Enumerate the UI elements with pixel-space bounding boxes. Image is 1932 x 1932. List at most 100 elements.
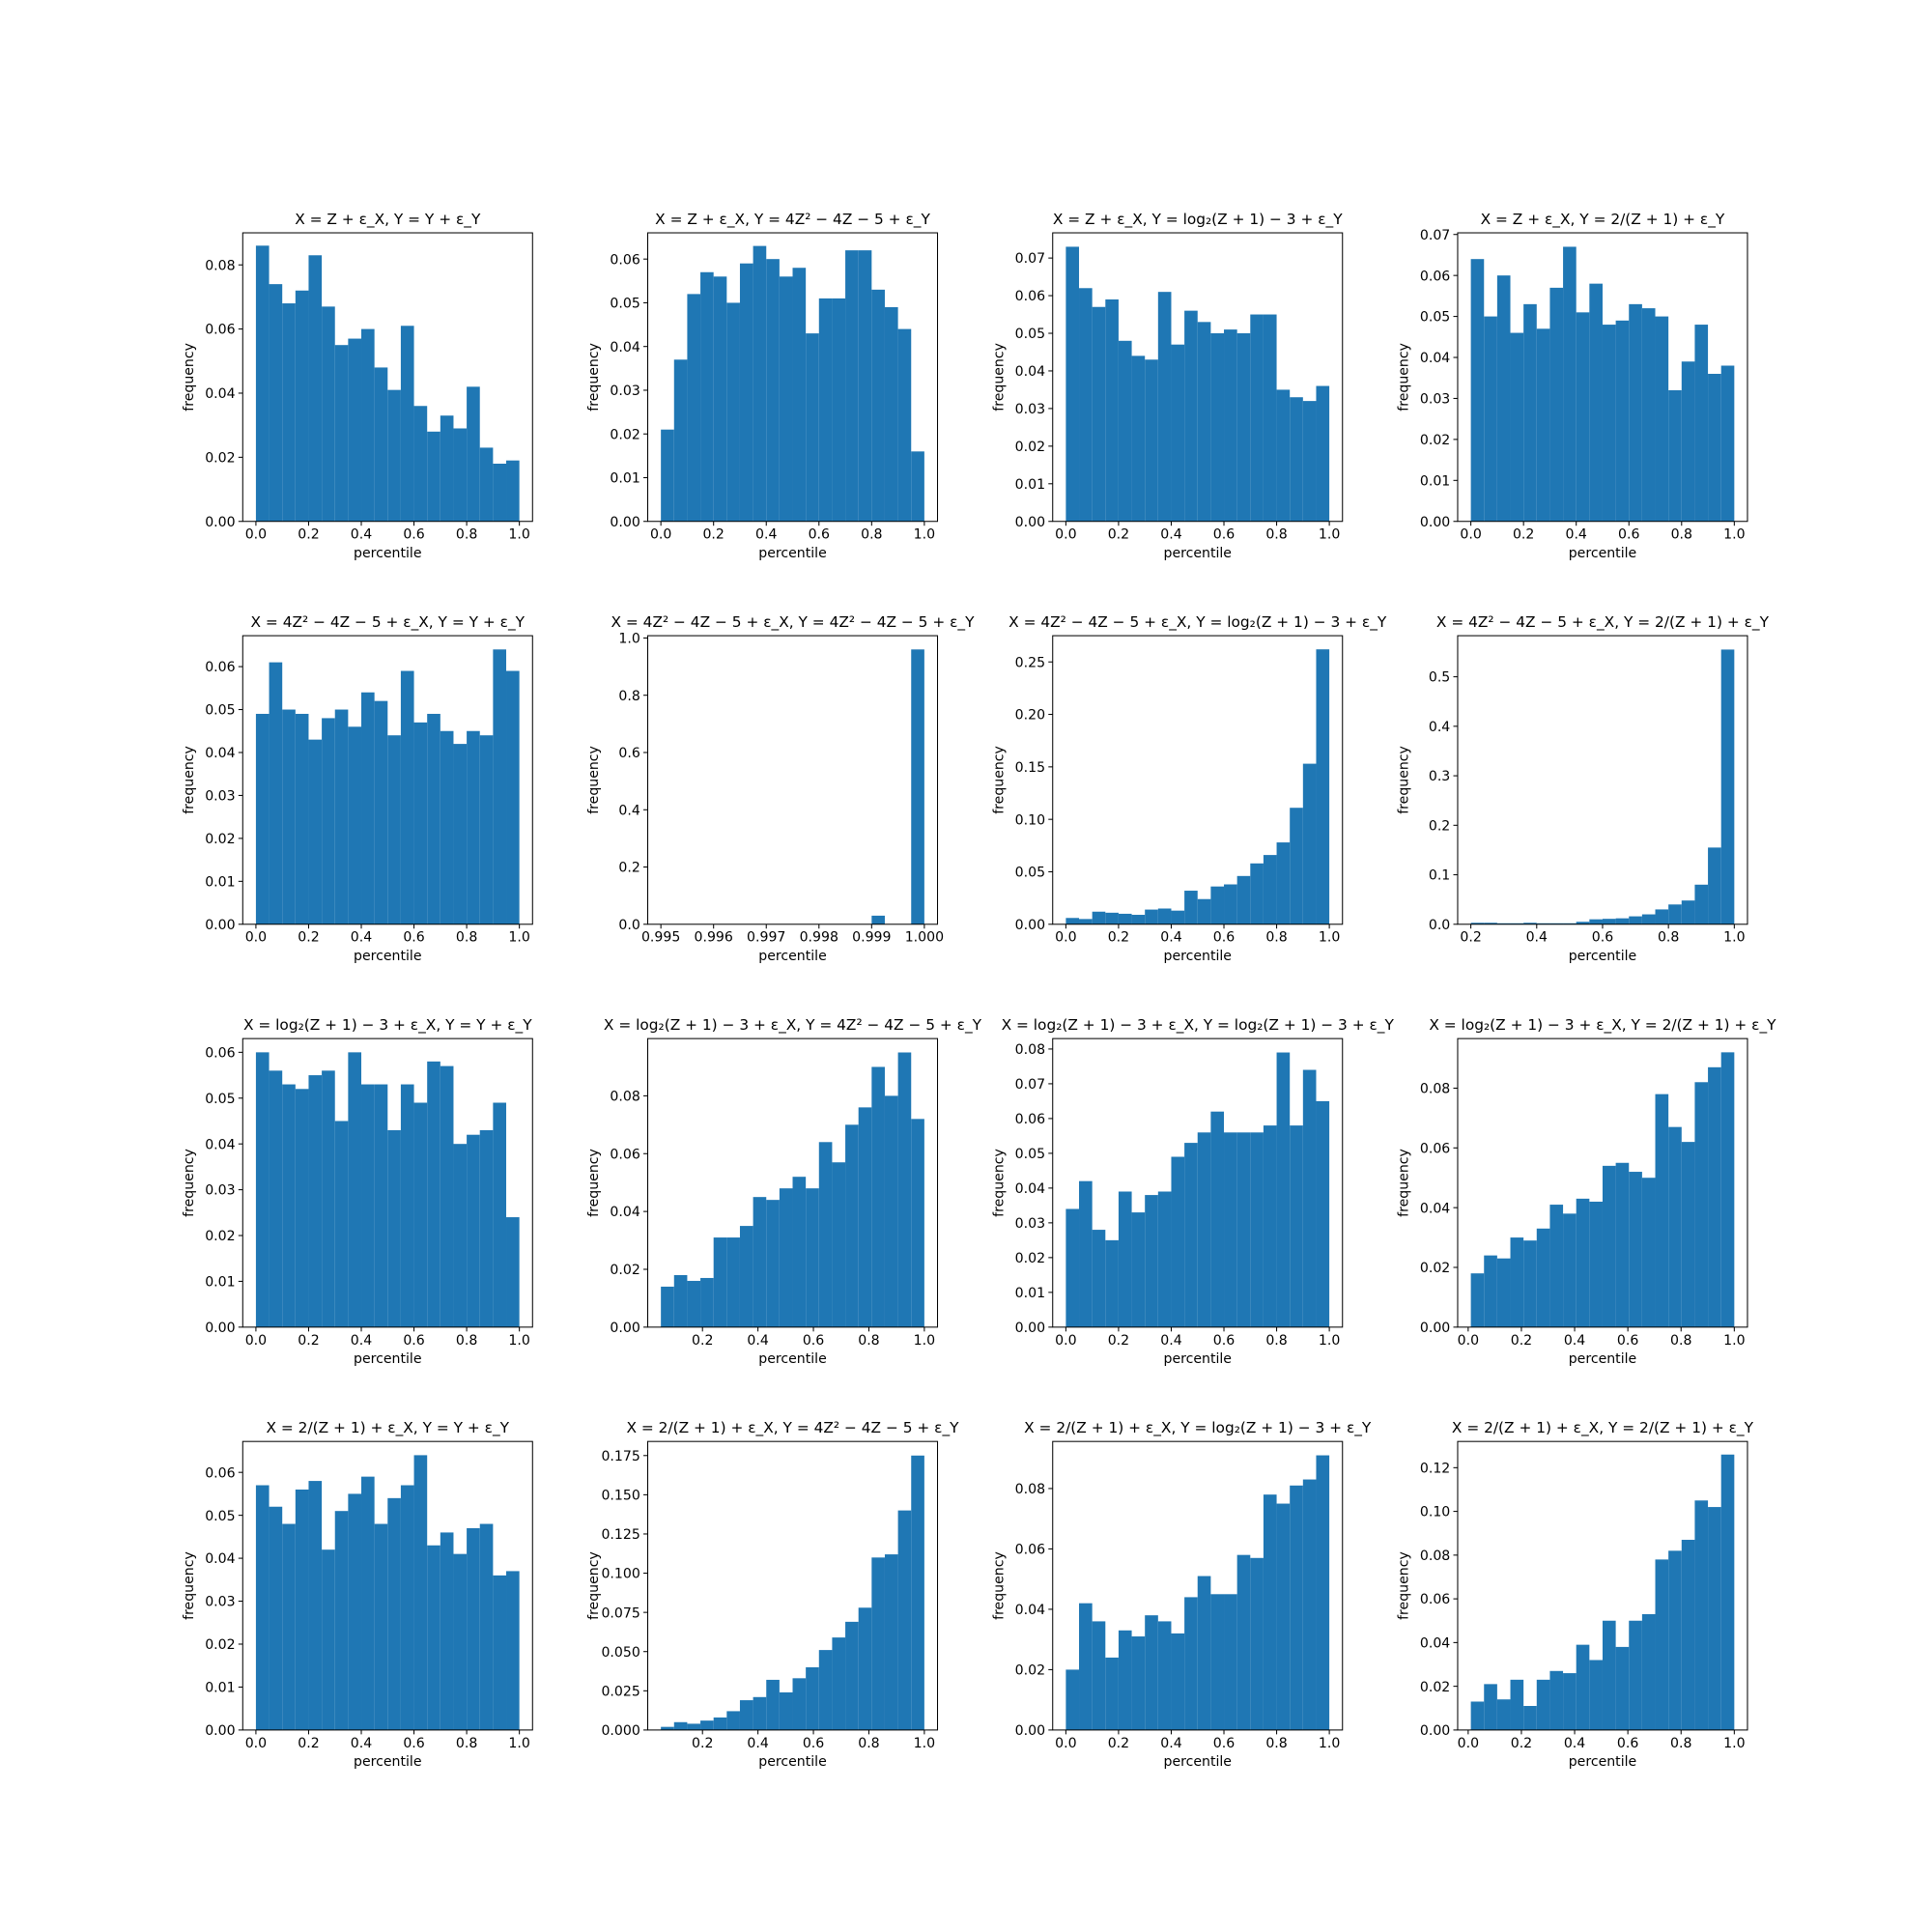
y-tick-label: 0.05 bbox=[610, 297, 639, 312]
x-tick-label: 1.0 bbox=[1319, 930, 1340, 946]
bar bbox=[792, 1678, 807, 1730]
y-tick-label: 0.04 bbox=[1420, 351, 1450, 366]
bar bbox=[1316, 1100, 1330, 1327]
subplot-title: X = 4Z² − 4Z − 5 + ε_X, Y = Y + ε_Y bbox=[251, 613, 526, 632]
y-tick-label: 0.08 bbox=[1015, 1042, 1045, 1058]
x-tick-label: 1.0 bbox=[1723, 1736, 1745, 1751]
bar bbox=[1536, 1228, 1550, 1327]
y-tick-label: 0.04 bbox=[205, 746, 235, 761]
x-axis-label: percentile bbox=[1569, 1351, 1636, 1367]
bar bbox=[1629, 303, 1642, 522]
x-tick-label: 0.6 bbox=[403, 1333, 424, 1349]
x-tick-label: 0.0 bbox=[650, 527, 671, 543]
bar bbox=[1681, 1142, 1695, 1327]
bar bbox=[1681, 361, 1695, 522]
bar bbox=[1629, 1620, 1642, 1730]
bar bbox=[269, 662, 283, 924]
bar bbox=[387, 1129, 401, 1327]
bar bbox=[739, 263, 753, 522]
bar bbox=[1197, 1576, 1211, 1730]
y-tick-label: 0.00 bbox=[205, 515, 235, 530]
y-tick-label: 0.4 bbox=[1429, 720, 1450, 735]
x-tick-label: 1.0 bbox=[1319, 527, 1340, 543]
bar bbox=[1276, 389, 1291, 522]
y-tick-label: 0.06 bbox=[205, 660, 235, 675]
bar bbox=[479, 447, 494, 522]
bar bbox=[282, 303, 296, 522]
bar bbox=[255, 1052, 270, 1327]
bar bbox=[1668, 904, 1682, 924]
y-tick-label: 0.00 bbox=[1420, 1723, 1450, 1739]
bar bbox=[1092, 1230, 1106, 1327]
bar bbox=[453, 428, 468, 522]
bar bbox=[1576, 1644, 1590, 1730]
bar bbox=[361, 328, 375, 522]
bar bbox=[1496, 1699, 1511, 1730]
bar bbox=[1105, 912, 1119, 924]
x-tick-label: 1.0 bbox=[508, 1736, 529, 1751]
bar bbox=[1157, 908, 1172, 924]
bar bbox=[1629, 916, 1642, 924]
bar bbox=[361, 1084, 375, 1327]
x-tick-label: 0.2 bbox=[702, 527, 724, 543]
y-tick-label: 0.06 bbox=[1420, 1592, 1450, 1607]
bar bbox=[400, 1485, 414, 1730]
x-tick-label: 0.4 bbox=[1526, 930, 1548, 946]
bar bbox=[1263, 1494, 1277, 1730]
x-axis-label: percentile bbox=[1569, 546, 1636, 561]
bar bbox=[1105, 1239, 1119, 1327]
bar bbox=[713, 276, 727, 522]
bar bbox=[1589, 1660, 1603, 1730]
bar bbox=[387, 1497, 401, 1730]
y-tick-label: 0.00 bbox=[1015, 515, 1045, 530]
bar bbox=[792, 268, 807, 522]
axes-frame bbox=[242, 232, 533, 523]
bar bbox=[673, 359, 688, 522]
x-tick-label: 0.4 bbox=[351, 1333, 372, 1349]
bar bbox=[1079, 919, 1093, 924]
bar bbox=[1184, 310, 1198, 522]
bar bbox=[713, 1717, 727, 1730]
bar bbox=[1694, 1082, 1709, 1327]
bar bbox=[739, 1226, 753, 1327]
y-tick-label: 0.02 bbox=[1420, 1680, 1450, 1695]
y-tick-label: 0.03 bbox=[1015, 1216, 1045, 1232]
bar bbox=[1589, 919, 1603, 924]
bar bbox=[1641, 914, 1656, 924]
bar bbox=[493, 464, 507, 522]
x-axis-label: percentile bbox=[1569, 949, 1636, 964]
bar bbox=[1316, 385, 1330, 522]
y-tick-label: 0.04 bbox=[610, 1205, 639, 1220]
bar bbox=[1065, 1208, 1080, 1327]
bar bbox=[713, 1237, 727, 1327]
bar bbox=[1708, 847, 1721, 924]
bar bbox=[1602, 325, 1616, 522]
axes-frame bbox=[647, 1440, 939, 1731]
bar bbox=[1589, 283, 1603, 522]
x-tick-label: 0.6 bbox=[1592, 930, 1613, 946]
y-axis-label: frequency bbox=[586, 1551, 602, 1620]
bar bbox=[413, 722, 428, 924]
bar bbox=[1092, 306, 1106, 522]
y-tick-label: 0.06 bbox=[1420, 1141, 1450, 1156]
bar bbox=[1118, 340, 1132, 522]
bar bbox=[911, 1119, 924, 1327]
y-tick-label: 0.06 bbox=[1015, 289, 1045, 304]
x-tick-label: 0.0 bbox=[1055, 1333, 1076, 1349]
bar bbox=[832, 1637, 846, 1730]
bar bbox=[661, 429, 674, 522]
y-tick-label: 0.05 bbox=[205, 1092, 235, 1107]
y-axis-label: frequency bbox=[1397, 746, 1412, 814]
y-tick-label: 0.00 bbox=[205, 1321, 235, 1336]
bar bbox=[1470, 923, 1485, 924]
x-tick-label: 0.6 bbox=[1617, 1736, 1638, 1751]
bar bbox=[766, 1200, 780, 1327]
x-tick-label: 0.2 bbox=[1513, 527, 1534, 543]
bar bbox=[1615, 1162, 1630, 1327]
bar bbox=[255, 245, 270, 522]
bar bbox=[739, 1700, 753, 1730]
y-tick-label: 0.07 bbox=[1420, 228, 1450, 243]
bar bbox=[1302, 401, 1317, 522]
x-tick-label: 0.6 bbox=[1213, 1333, 1235, 1349]
